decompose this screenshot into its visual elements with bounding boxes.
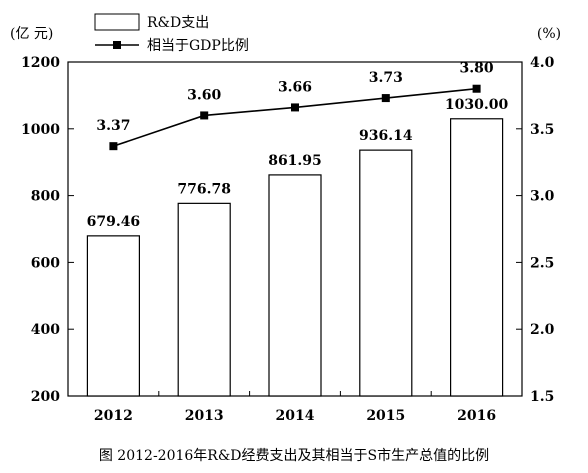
right-axis: 1.5 2.0 2.5 3.0 3.5 4.0 — [516, 55, 555, 405]
x-axis: 2012 2013 2014 2015 2016 — [94, 391, 496, 424]
x-tick-label: 2014 — [276, 408, 315, 424]
x-tick-label: 2013 — [185, 408, 224, 424]
left-tick-label: 600 — [31, 255, 60, 271]
bar — [359, 149, 413, 397]
right-tick-label: 4.0 — [530, 55, 555, 71]
bar — [268, 174, 322, 397]
line-point — [109, 142, 118, 151]
figure-caption: 图 2012-2016年R&D经费支出及其相当于S市生产总值的比例 — [99, 447, 489, 464]
right-tick-label: 1.5 — [530, 389, 554, 405]
legend-bar-swatch — [94, 13, 140, 31]
legend-line-marker — [113, 41, 121, 49]
line-point — [200, 111, 209, 120]
left-tick-label: 400 — [31, 322, 60, 338]
x-tick-label: 2016 — [457, 408, 496, 424]
bar — [177, 202, 231, 397]
left-axis-unit: (亿 元) — [10, 26, 53, 42]
x-tick-label: 2012 — [94, 408, 133, 424]
right-tick-label: 2.0 — [530, 322, 555, 338]
line-value-label: 3.80 — [460, 61, 494, 77]
x-tick-label: 2015 — [366, 408, 405, 424]
bar-value-label: 1030.00 — [445, 97, 509, 113]
line-series: 3.37 3.60 3.66 3.73 3.80 — [96, 61, 494, 151]
bar-value-label: 679.46 — [87, 214, 141, 230]
right-tick-label: 3.0 — [530, 189, 555, 205]
series-line — [113, 87, 477, 147]
line-point — [472, 84, 481, 93]
bar — [450, 118, 504, 397]
line-value-label: 3.66 — [278, 79, 312, 95]
line-point — [291, 103, 299, 112]
bar — [86, 235, 141, 397]
left-tick-label: 1200 — [21, 55, 60, 71]
left-axis: 200 400 600 800 1000 1200 — [21, 55, 74, 405]
left-tick-label: 200 — [31, 389, 60, 405]
left-tick-label: 1000 — [21, 122, 60, 138]
line-point — [381, 94, 390, 103]
line-value-label: 3.60 — [187, 87, 221, 103]
bar-value-label: 936.14 — [359, 128, 413, 144]
bar-value-labels: 679.46 776.78 861.95 936.14 1030.00 — [87, 97, 509, 230]
legend: R&D支出 相当于GDP比例 — [94, 13, 249, 54]
left-tick-label: 800 — [31, 189, 60, 205]
line-value-label: 3.73 — [369, 70, 403, 86]
line-value-label: 3.37 — [96, 118, 130, 134]
legend-line-label: 相当于GDP比例 — [147, 38, 249, 54]
right-axis-unit: (%) — [537, 26, 561, 42]
bar-value-label: 776.78 — [177, 181, 231, 197]
right-tick-label: 2.5 — [530, 255, 554, 271]
bar-value-label: 861.95 — [268, 153, 322, 169]
right-tick-label: 3.5 — [530, 122, 554, 138]
bar-series — [86, 118, 504, 397]
legend-bar-label: R&D支出 — [147, 15, 209, 31]
